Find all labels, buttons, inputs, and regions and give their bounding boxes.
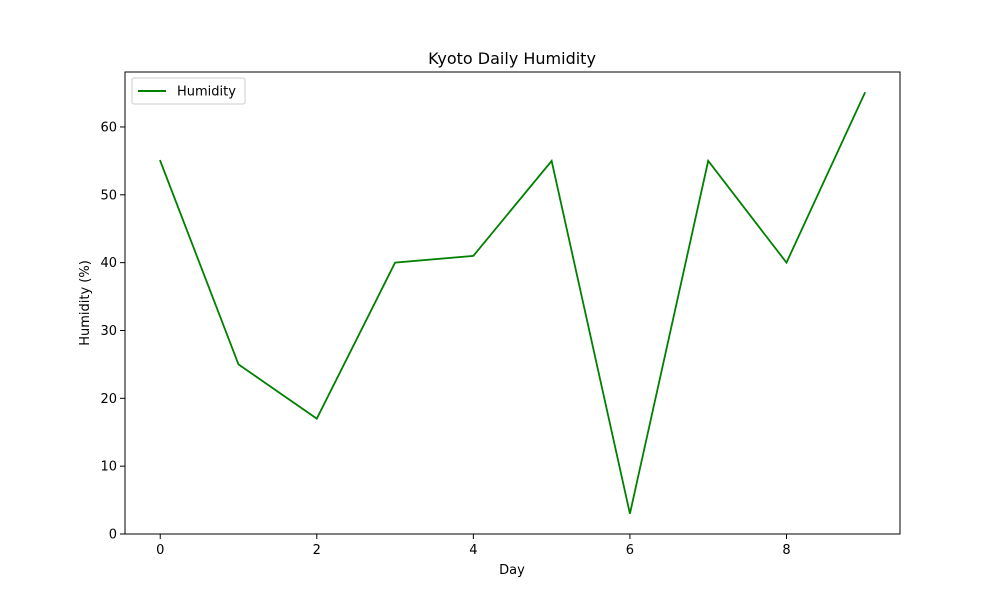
legend-label-humidity: Humidity: [177, 85, 236, 100]
series-line-humidity: [159, 91, 866, 514]
y-tick-label: 40: [100, 256, 117, 271]
x-tick-label: 6: [626, 543, 634, 558]
legend: Humidity: [131, 77, 246, 105]
legend-box: [131, 77, 246, 105]
y-tick-label: 50: [100, 188, 117, 203]
y-tick-label: 0: [109, 528, 117, 543]
x-tick-label: 8: [782, 543, 790, 558]
x-tick-label: 0: [156, 543, 164, 558]
x-axis-label: Day: [499, 563, 525, 578]
y-tick-label: 20: [100, 392, 117, 407]
x-axis-ticks: 0 2 4 6 8: [156, 534, 791, 558]
chart-title: Kyoto Daily Humidity: [428, 49, 596, 68]
series-layer: [159, 91, 866, 514]
y-tick-label: 60: [100, 120, 117, 135]
x-tick-label: 4: [469, 543, 477, 558]
y-axis-ticks: 0 10 20 30 40 50 60: [100, 120, 125, 543]
y-axis-label: Humidity (%): [78, 260, 93, 346]
x-tick-label: 2: [313, 543, 321, 558]
plot-area-frame: [124, 71, 901, 535]
y-tick-label: 30: [100, 324, 117, 339]
y-tick-label: 10: [100, 460, 117, 475]
